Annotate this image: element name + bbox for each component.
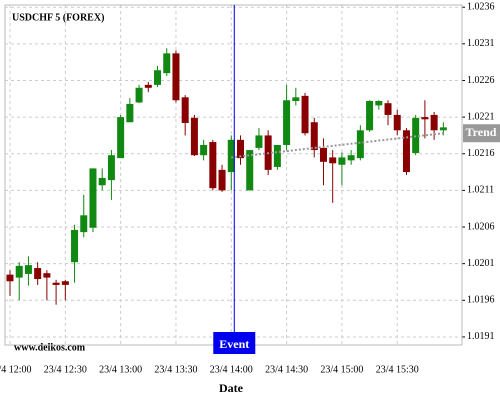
candle-body: [98, 177, 106, 186]
candle-body: [329, 157, 337, 164]
event-label-box: [213, 332, 256, 354]
candle-body: [218, 169, 226, 191]
candle-body: [15, 265, 23, 278]
watermark: www.delkos.com: [14, 342, 86, 353]
event-label: Event: [219, 337, 249, 351]
trend-label: Trend: [466, 125, 497, 139]
candle-body: [310, 122, 318, 151]
candle-body: [209, 142, 217, 189]
candle-body: [200, 144, 208, 156]
candle-body: [375, 100, 383, 106]
candle-body: [301, 95, 309, 134]
y-tick-label: 1.0221: [467, 111, 495, 122]
candle-body: [273, 144, 281, 167]
candle-body: [24, 265, 32, 274]
candle-body: [402, 130, 410, 173]
x-tick-label: 23/4 13:00: [99, 364, 142, 375]
trend-line: [231, 132, 444, 159]
candle-body: [34, 268, 42, 280]
x-tick-label: 23/4 15:30: [376, 364, 419, 375]
candle-body: [338, 157, 346, 165]
candle-body: [135, 87, 143, 103]
y-tick-label: 1.0201: [467, 258, 495, 269]
candle-body: [163, 53, 171, 74]
x-tick-label: 23/4 13:30: [154, 364, 197, 375]
candle-body: [6, 274, 14, 282]
candle-body: [319, 147, 327, 162]
candle-body: [43, 273, 51, 278]
candle-body: [80, 215, 88, 233]
candle-body: [89, 168, 97, 228]
candle-body: [246, 150, 254, 191]
candle-body: [366, 100, 374, 131]
y-tick-label: 1.0211: [467, 185, 494, 196]
x-tick-label: 23/4 12:30: [44, 364, 87, 375]
candle-body: [61, 281, 69, 285]
x-tick-label: 23/4 12:00: [0, 364, 32, 375]
y-tick-label: 1.0216: [467, 148, 495, 159]
candle-body: [384, 103, 392, 115]
x-tick-label: 23/4 14:30: [265, 364, 308, 375]
candle-body: [292, 97, 300, 101]
candle-body: [144, 84, 152, 88]
candle-body: [117, 117, 125, 159]
y-tick-label: 1.0236: [467, 1, 495, 12]
candle-body: [237, 139, 244, 159]
candle-body: [107, 155, 115, 181]
y-tick-label: 1.0231: [467, 38, 495, 49]
x-axis-label: Date: [219, 381, 244, 395]
y-tick-label: 1.0196: [467, 295, 495, 306]
candle-body: [126, 103, 134, 123]
candle-body: [347, 155, 355, 161]
chart-title: USDCHF 5 (FOREX): [12, 12, 104, 23]
candle-body: [393, 114, 401, 131]
x-tick-label: 23/4 14:00: [210, 364, 253, 375]
candle-body: [181, 97, 189, 123]
candle-body: [52, 282, 60, 285]
candle-body: [71, 229, 79, 263]
candle-body: [283, 100, 291, 145]
candle-body: [190, 117, 198, 156]
y-tick-label: 1.0191: [467, 331, 495, 342]
candle-body: [439, 127, 447, 131]
candle-body: [172, 53, 180, 101]
y-tick-label: 1.0206: [467, 221, 495, 232]
candle-body: [154, 70, 162, 85]
y-tick-label: 1.0226: [467, 75, 495, 86]
candle-body: [227, 139, 235, 173]
x-tick-label: 23/4 15:00: [320, 364, 363, 375]
trend-label-box: [463, 124, 500, 143]
candle-body: [255, 135, 263, 148]
candle-body: [430, 114, 438, 131]
candle-body: [356, 130, 364, 159]
candle-body: [421, 117, 429, 120]
